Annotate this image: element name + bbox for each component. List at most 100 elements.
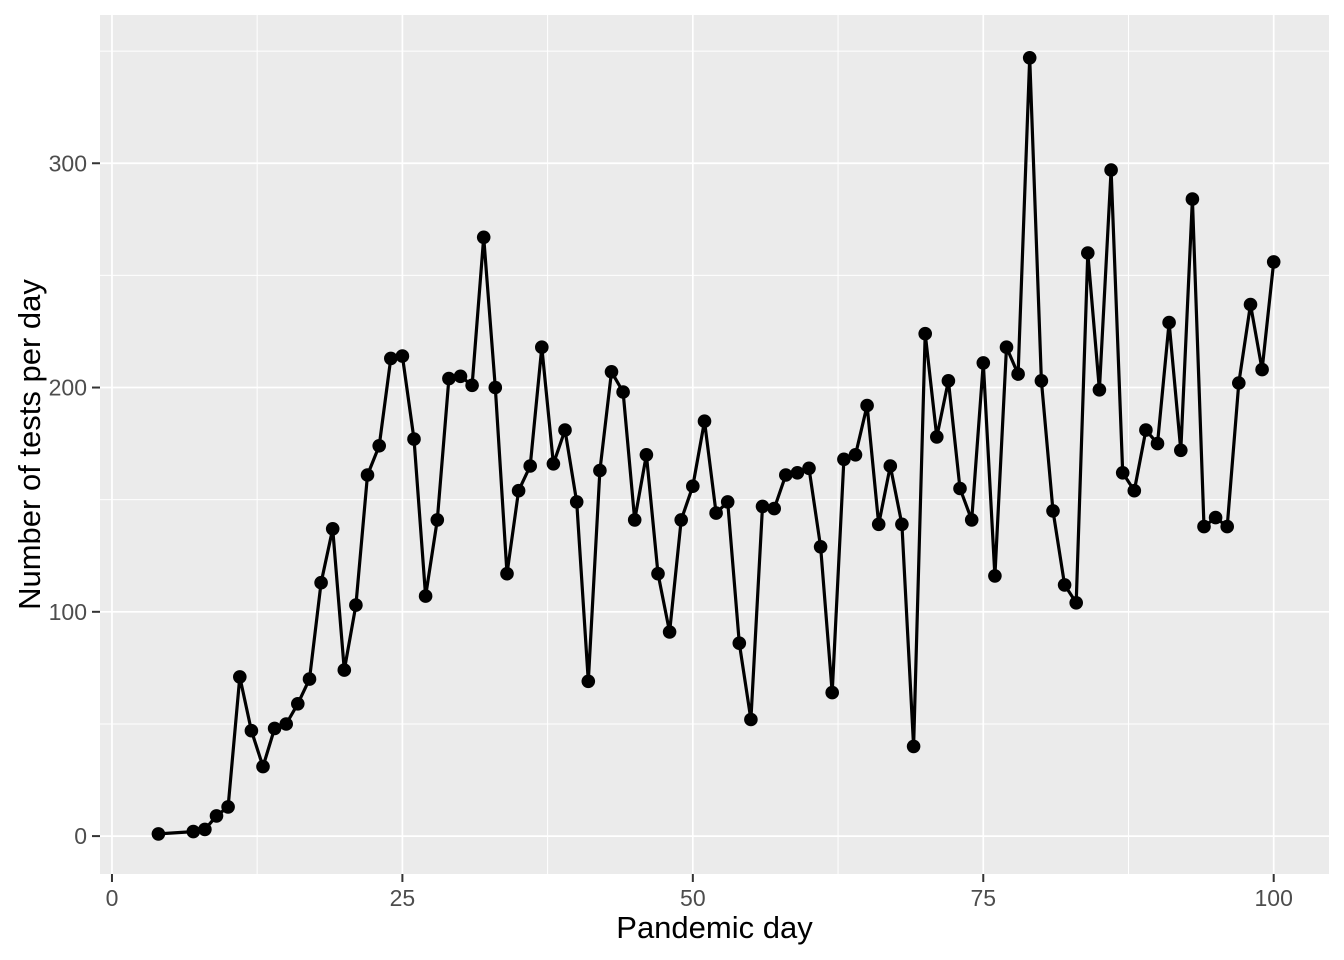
data-point: [1092, 383, 1107, 397]
data-point: [279, 717, 294, 731]
data-point: [476, 230, 491, 245]
data-point: [662, 625, 677, 639]
data-point: [720, 495, 735, 509]
data-point: [302, 672, 317, 686]
data-point: [837, 452, 851, 467]
x-tick-label: 25: [390, 885, 416, 911]
data-point: [883, 459, 898, 473]
data-point: [616, 385, 630, 399]
data-point: [918, 326, 932, 341]
data-point: [1150, 436, 1165, 451]
data-point: [674, 513, 688, 527]
data-point: [860, 398, 874, 413]
data-point: [558, 423, 572, 437]
data-point: [744, 712, 758, 727]
data-point: [1220, 519, 1234, 534]
data-point: [233, 670, 247, 684]
data-point: [1243, 297, 1258, 312]
data-point: [1057, 578, 1072, 592]
x-tick-label: 75: [970, 885, 996, 911]
data-point: [453, 369, 468, 384]
data-point: [395, 349, 410, 363]
data-point: [442, 371, 456, 386]
data-point: [732, 636, 747, 650]
data-point: [186, 824, 201, 839]
data-point: [1185, 192, 1200, 206]
data-point: [1232, 376, 1246, 390]
data-point: [848, 448, 863, 462]
data-point: [1174, 443, 1188, 458]
data-point: [372, 439, 387, 453]
data-point: [546, 457, 561, 471]
data-point: [964, 513, 979, 527]
data-point: [767, 501, 781, 516]
data-point: [337, 663, 352, 677]
data-point: [906, 739, 921, 754]
data-point: [1022, 51, 1037, 65]
data-point: [267, 721, 282, 736]
data-point: [430, 513, 445, 527]
data-point: [407, 432, 421, 446]
data-point: [488, 380, 503, 395]
data-point: [651, 566, 665, 581]
data-point: [930, 430, 944, 444]
data-point: [314, 575, 328, 590]
panel-background: [100, 15, 1329, 874]
data-point: [349, 598, 363, 612]
x-axis-title: Pandemic day: [616, 910, 813, 945]
y-tick-label: 100: [49, 599, 87, 625]
data-point: [999, 340, 1014, 355]
data-point: [1115, 466, 1130, 480]
data-point: [1266, 255, 1281, 269]
x-tick-label: 50: [680, 885, 706, 911]
data-point: [325, 522, 340, 536]
data-point: [1139, 423, 1153, 437]
data-point: [639, 448, 654, 462]
data-point: [1034, 374, 1049, 388]
data-point: [1104, 163, 1118, 177]
data-point: [535, 340, 549, 355]
x-tick-label: 0: [106, 885, 119, 911]
data-point: [941, 374, 956, 388]
data-point: [384, 351, 398, 366]
data-point: [825, 685, 839, 700]
data-point: [895, 517, 909, 532]
data-point: [697, 414, 712, 429]
y-axis-title: Number of tests per day: [12, 279, 47, 610]
x-tick-label: 100: [1255, 885, 1293, 911]
data-point: [790, 466, 805, 480]
data-point: [755, 499, 770, 514]
data-point: [198, 822, 212, 837]
data-point: [523, 459, 537, 473]
y-tick-label: 200: [49, 375, 87, 401]
data-point: [953, 481, 967, 496]
data-point: [151, 827, 166, 841]
data-point: [291, 697, 305, 711]
data-point: [779, 468, 793, 482]
data-point: [360, 468, 375, 482]
data-point: [256, 759, 270, 774]
data-point: [871, 517, 886, 532]
data-point: [1046, 504, 1060, 518]
data-point: [627, 513, 642, 527]
data-point: [1011, 367, 1025, 381]
data-point: [500, 566, 514, 581]
data-point: [1162, 315, 1176, 330]
data-point: [1127, 483, 1142, 498]
y-tick-label: 300: [49, 150, 87, 176]
data-point: [581, 674, 596, 689]
data-point: [569, 495, 584, 509]
data-point: [813, 540, 828, 554]
y-tick-label: 0: [74, 823, 87, 849]
data-point: [976, 356, 991, 370]
data-point: [1255, 362, 1269, 377]
data-point: [686, 479, 700, 494]
data-point: [1081, 246, 1095, 260]
data-point: [1197, 519, 1211, 534]
data-point: [418, 589, 433, 603]
data-point: [221, 800, 235, 814]
data-point: [209, 809, 224, 823]
data-point: [988, 569, 1002, 583]
